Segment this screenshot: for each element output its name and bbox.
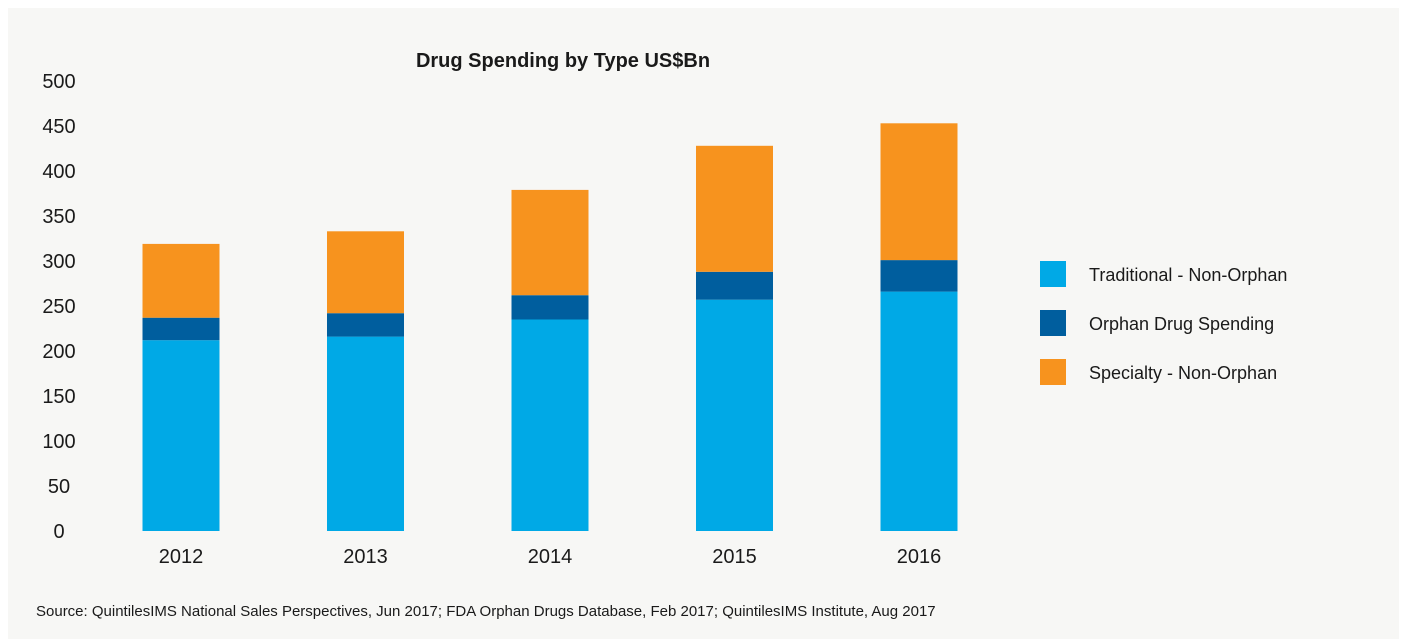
y-tick-label: 400 — [42, 161, 75, 183]
y-tick-label: 250 — [42, 296, 75, 318]
chart-title: Drug Spending by Type US$Bn — [416, 50, 710, 72]
legend: Traditional - Non-Orphan Orphan Drug Spen… — [1040, 261, 1287, 385]
bar-2013-series-0 — [327, 336, 404, 531]
y-tick-label: 50 — [48, 476, 70, 498]
x-tick-label: 2014 — [528, 546, 573, 568]
bar-2016-series-0 — [880, 291, 958, 531]
bar-2014-series-2 — [511, 189, 589, 296]
bar-2013-series-2 — [327, 231, 404, 314]
x-tick-label: 2013 — [343, 546, 388, 568]
y-tick-label: 200 — [42, 341, 75, 363]
legend-label: Specialty - Non-Orphan — [1089, 363, 1277, 383]
bar-2016-series-1 — [880, 260, 958, 292]
legend-swatch — [1040, 359, 1066, 385]
bar-2014-series-0 — [511, 319, 589, 531]
bar-2016-series-2 — [880, 123, 958, 261]
y-tick-label: 500 — [42, 71, 75, 93]
bar-2015-series-1 — [696, 271, 773, 300]
bar-2012-series-2 — [142, 243, 220, 318]
y-tick-label: 150 — [42, 386, 75, 408]
y-tick-label: 450 — [42, 116, 75, 138]
bar-2012-series-1 — [142, 317, 220, 341]
bar-2014-series-1 — [511, 295, 589, 320]
x-tick-label: 2015 — [712, 546, 757, 568]
bar-2015-series-2 — [696, 145, 773, 272]
y-tick-label: 0 — [53, 521, 64, 543]
bar-2015-series-0 — [696, 299, 773, 531]
bar-2012-series-0 — [142, 340, 220, 531]
x-axis: 2012 2013 2014 2015 2016 — [159, 546, 942, 568]
y-tick-label: 100 — [42, 431, 75, 453]
y-tick-label: 350 — [42, 206, 75, 228]
bars-group — [142, 123, 958, 531]
legend-label: Orphan Drug Spending — [1089, 314, 1274, 334]
x-tick-label: 2016 — [897, 546, 942, 568]
source-note: Source: QuintilesIMS National Sales Pers… — [36, 603, 936, 620]
bar-2013-series-1 — [327, 313, 404, 337]
legend-label: Traditional - Non-Orphan — [1089, 265, 1287, 285]
y-tick-label: 300 — [42, 251, 75, 273]
legend-swatch — [1040, 261, 1066, 287]
x-tick-label: 2012 — [159, 546, 204, 568]
legend-swatch — [1040, 310, 1066, 336]
y-axis: 0 50 100 150 200 250 300 350 400 450 500 — [42, 71, 75, 543]
